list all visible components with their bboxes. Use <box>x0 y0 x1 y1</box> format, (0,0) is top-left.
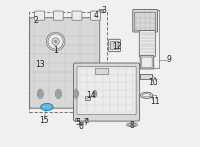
Text: 4: 4 <box>94 11 99 20</box>
Ellipse shape <box>74 89 80 99</box>
Text: 8: 8 <box>130 121 134 130</box>
Bar <box>140 74 152 79</box>
Text: 6: 6 <box>79 122 84 131</box>
Text: 13: 13 <box>35 60 44 69</box>
FancyBboxPatch shape <box>77 66 136 115</box>
Circle shape <box>45 31 67 52</box>
Ellipse shape <box>39 19 42 21</box>
Circle shape <box>52 38 59 45</box>
Text: 9: 9 <box>167 55 172 64</box>
FancyBboxPatch shape <box>35 11 45 20</box>
Ellipse shape <box>143 94 151 97</box>
Circle shape <box>54 40 57 43</box>
Ellipse shape <box>55 89 62 99</box>
Ellipse shape <box>41 103 53 111</box>
Text: 2: 2 <box>34 16 38 25</box>
Ellipse shape <box>80 123 84 125</box>
Ellipse shape <box>75 90 79 97</box>
Bar <box>99 9 103 12</box>
Text: 10: 10 <box>148 78 158 87</box>
Text: 14: 14 <box>86 91 96 100</box>
Ellipse shape <box>128 124 136 126</box>
FancyBboxPatch shape <box>73 63 140 121</box>
Ellipse shape <box>127 123 137 127</box>
Text: 3: 3 <box>101 6 106 15</box>
Ellipse shape <box>92 89 98 99</box>
Bar <box>85 96 90 100</box>
Circle shape <box>48 34 63 49</box>
FancyBboxPatch shape <box>139 31 155 57</box>
FancyBboxPatch shape <box>91 11 101 20</box>
FancyBboxPatch shape <box>140 55 154 69</box>
Ellipse shape <box>56 90 61 97</box>
Ellipse shape <box>140 92 153 98</box>
Bar <box>75 118 79 121</box>
FancyBboxPatch shape <box>111 41 118 50</box>
Text: 11: 11 <box>150 97 159 106</box>
Bar <box>85 119 88 122</box>
Text: 12: 12 <box>112 42 121 51</box>
FancyBboxPatch shape <box>109 39 120 52</box>
Ellipse shape <box>93 90 97 97</box>
Bar <box>134 12 155 30</box>
Circle shape <box>46 32 65 51</box>
Circle shape <box>35 14 39 18</box>
Bar <box>95 68 108 74</box>
FancyBboxPatch shape <box>72 11 82 20</box>
FancyBboxPatch shape <box>53 11 63 20</box>
FancyBboxPatch shape <box>133 9 158 32</box>
FancyBboxPatch shape <box>30 18 100 108</box>
Text: 15: 15 <box>39 116 49 125</box>
FancyBboxPatch shape <box>142 57 152 67</box>
Text: 7: 7 <box>83 118 88 127</box>
Circle shape <box>113 43 116 46</box>
Bar <box>93 13 97 16</box>
Ellipse shape <box>38 90 42 97</box>
Ellipse shape <box>37 89 43 99</box>
Text: 1: 1 <box>53 46 58 55</box>
Text: 5: 5 <box>75 118 80 127</box>
Bar <box>29 12 107 112</box>
